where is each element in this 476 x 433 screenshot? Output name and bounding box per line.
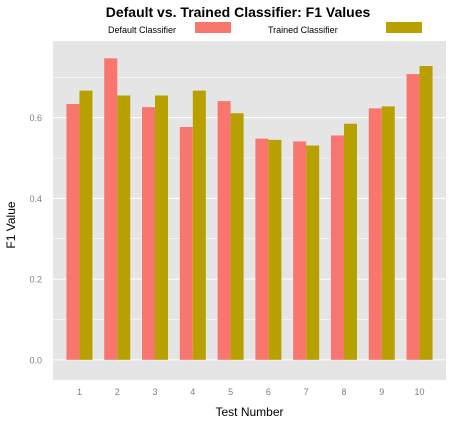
bar-default-6 [255,138,269,360]
x-tick-label: 3 [153,387,158,397]
x-tick-label: 2 [115,387,120,397]
legend-label-trained: Trained Classifier [268,25,338,35]
bar-default-5 [217,101,231,360]
bar-trained-5 [230,113,244,360]
bar-trained-1 [79,90,93,360]
bar-default-1 [66,103,80,360]
bar-default-4 [179,126,193,360]
bar-default-10 [406,74,420,360]
legend-swatch-trained [386,22,422,33]
y-tick-label: 0.4 [29,194,42,204]
y-tick-label: 0.2 [29,275,42,285]
bars [66,58,433,360]
y-tick-label: 0.0 [29,355,42,365]
x-tick-label: 1 [77,387,82,397]
x-tick-label: 9 [379,387,384,397]
bar-trained-10 [419,66,433,360]
bar-default-7 [293,141,307,360]
x-axis-ticks: 1 2 3 4 5 6 7 8 9 10 [77,387,425,397]
bar-trained-8 [343,123,357,360]
bar-default-2 [104,58,118,360]
x-axis-title: Test Number [215,405,283,419]
bar-trained-4 [192,90,206,360]
x-tick-label: 4 [190,387,195,397]
legend-label-default: Default Classifier [108,25,176,35]
bar-trained-3 [155,95,169,360]
bar-default-8 [330,135,344,360]
x-tick-label: 7 [304,387,309,397]
bar-trained-2 [117,95,131,360]
y-axis-ticks: 0.0 0.2 0.4 0.6 [29,113,42,365]
chart-title: Default vs. Trained Classifier: F1 Value… [106,4,371,20]
x-tick-label: 5 [228,387,233,397]
x-tick-label: 6 [266,387,271,397]
x-tick-label: 10 [415,387,425,397]
legend: Default Classifier Trained Classifier [108,22,422,35]
x-tick-label: 8 [341,387,346,397]
legend-swatch-default [195,22,231,33]
bar-default-9 [368,108,382,360]
bar-trained-7 [306,145,320,360]
y-tick-label: 0.6 [29,113,42,123]
bar-default-3 [142,107,156,360]
bar-trained-6 [268,139,282,360]
y-axis-title: F1 Value [4,201,18,248]
bar-trained-9 [381,106,395,360]
